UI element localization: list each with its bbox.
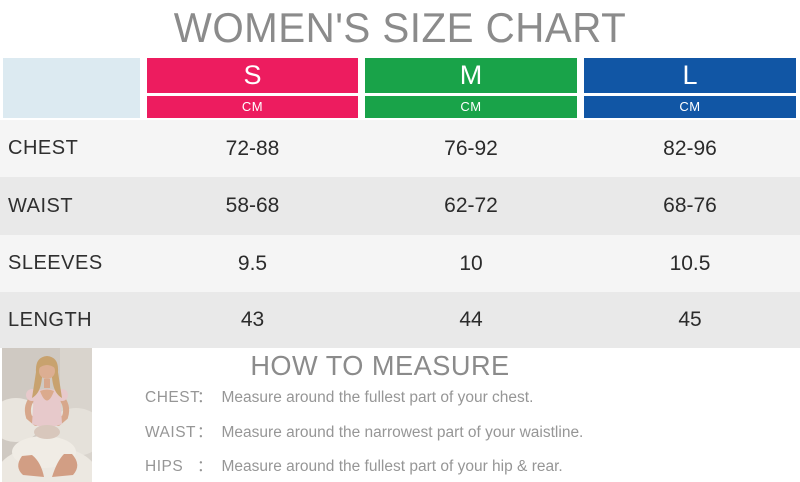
cell-length-l: 45 (678, 308, 702, 331)
corner-cell (3, 58, 140, 118)
cell-length-m: 44 (459, 308, 483, 331)
size-header-s: S (147, 58, 358, 93)
row-label-waist: WAIST (8, 194, 74, 217)
table-row-chest: CHEST 72-88 76-92 82-96 (0, 120, 800, 177)
measure-colon: ： (197, 389, 213, 406)
unit-cell-s: CM (147, 96, 358, 118)
cell-chest-s: 72-88 (225, 136, 280, 160)
measure-text-chest: Measure around the fullest part of your … (221, 389, 534, 406)
how-to-measure-title: HOW TO MEASURE (250, 350, 510, 381)
unit-cell-m: CM (365, 96, 577, 118)
size-header-m: M (365, 58, 577, 93)
cell-sleeves-s: 9.5 (237, 251, 268, 275)
measure-label-hips: HIPS (145, 458, 184, 475)
table-row-sleeves: SLEEVES 9.5 10 10.5 (0, 235, 800, 292)
cell-sleeves-l: 10.5 (669, 251, 711, 275)
model-photo-illustration (2, 348, 92, 482)
measure-colon: ： (197, 458, 213, 475)
row-label-chest: CHEST (8, 137, 79, 159)
page-title: WOMEN'S SIZE CHART (173, 4, 627, 51)
measure-item-waist: WAIST： Measure around the narrowest part … (145, 423, 583, 442)
measure-text-waist: Measure around the narrowest part of you… (221, 424, 584, 441)
model-photo (2, 348, 92, 482)
unit-cell-l: CM (584, 96, 796, 118)
row-label-sleeves: SLEEVES (8, 252, 103, 274)
cell-waist-s: 58-68 (225, 194, 280, 217)
cell-sleeves-m: 10 (459, 251, 483, 275)
measure-text-hips: Measure around the fullest part of your … (221, 458, 563, 475)
measure-colon: ： (197, 424, 213, 441)
row-label-length: LENGTH (8, 308, 93, 331)
measure-item-hips: HIPS ： Measure around the fullest part of … (145, 457, 563, 476)
table-row-waist: WAIST 58-68 62-72 68-76 (0, 177, 800, 235)
cell-waist-l: 68-76 (663, 194, 717, 217)
cell-length-s: 43 (240, 308, 265, 331)
size-header-l: L (584, 58, 796, 93)
measure-label-waist: WAIST (145, 424, 197, 441)
measure-label-chest: CHEST (145, 389, 201, 406)
measure-item-chest: CHEST： Measure around the fullest part of… (145, 388, 533, 407)
cell-chest-m: 76-92 (444, 136, 498, 160)
cell-chest-l: 82-96 (663, 136, 717, 160)
table-row-length: LENGTH 43 44 45 (0, 292, 800, 348)
cell-waist-m: 62-72 (444, 194, 498, 217)
